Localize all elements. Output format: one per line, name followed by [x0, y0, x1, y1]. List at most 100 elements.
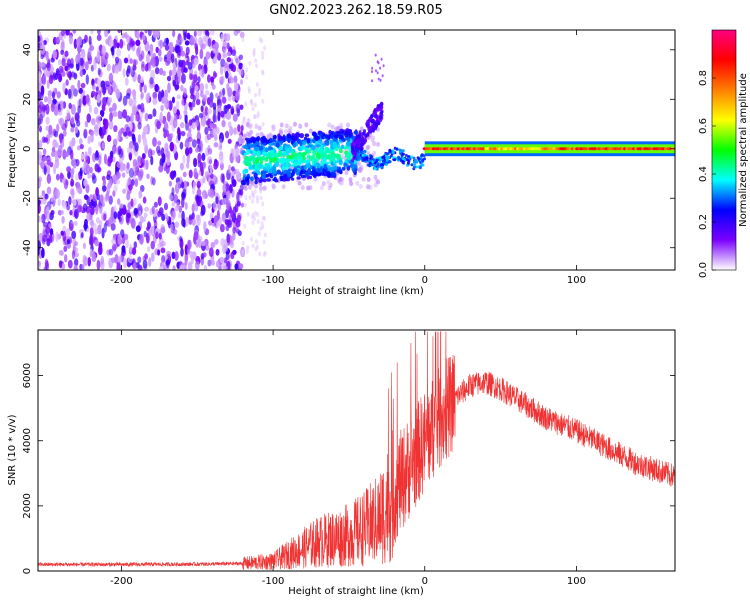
spectrogram-cell — [188, 169, 193, 179]
spectrogram-cell — [101, 103, 106, 112]
spectrogram-cell — [251, 220, 255, 226]
spectrogram-cell — [373, 167, 377, 171]
spectrogram-cell — [75, 54, 80, 65]
spectrogram-cell — [48, 223, 53, 229]
spectrogram-cell — [412, 165, 416, 169]
spectrogram-cell — [112, 174, 118, 181]
spectrogram-cell — [82, 203, 88, 212]
spectrogram-cell — [185, 121, 190, 131]
spectrogram-cell — [42, 156, 48, 162]
spectrogram-cell — [237, 230, 242, 237]
spectrogram-cell — [108, 216, 113, 224]
spectrogram-cell — [164, 96, 168, 104]
spectrogram-cell — [74, 211, 78, 218]
spectrogram-cell — [259, 159, 264, 165]
spectrogram-cell — [54, 150, 58, 159]
spectrogram-cell — [79, 69, 84, 77]
spectrogram-cell — [176, 181, 181, 191]
spectrogram-cell — [226, 190, 231, 200]
spectrogram-cell — [201, 152, 206, 162]
spectrogram-cell — [356, 151, 360, 155]
spectrogram-cell — [241, 120, 245, 126]
spectrogram-cell — [381, 74, 384, 78]
spectrogram-cell — [50, 102, 55, 113]
spectrogram-cell — [306, 137, 311, 144]
spectrogram-cell — [38, 178, 41, 189]
spectrogram-cell — [137, 155, 142, 164]
spectrogram-cell — [103, 213, 107, 221]
spectrogram-cell — [74, 258, 79, 267]
spectrogram-cell — [352, 141, 356, 146]
spectrogram-cell — [181, 191, 186, 199]
spectrogram-cell — [99, 204, 103, 214]
colorbar-ticks: 0.0 0.2 0.4 0.6 0.8 — [698, 70, 716, 278]
spectrogram-cell — [54, 87, 58, 95]
spectrogram-cell — [172, 210, 176, 219]
spectrogram-cell — [258, 163, 263, 169]
spectrogram-cell — [280, 175, 284, 181]
spectrogram-cell — [70, 127, 75, 133]
spectrogram-cell — [359, 150, 363, 154]
spectrogram-cell — [197, 152, 202, 164]
spectrogram-cell — [114, 65, 119, 74]
spectrogram-cell — [349, 181, 354, 187]
spectrogram-cell — [95, 187, 99, 197]
spectrogram-cell — [170, 223, 174, 232]
spectrogram-cell — [58, 59, 62, 66]
spectrogram-cell — [349, 129, 353, 133]
spectrogram-cell — [243, 223, 247, 229]
spectrogram-cell — [287, 170, 291, 175]
spectrogram-cell — [312, 132, 317, 136]
spectrogram-cell — [213, 142, 219, 148]
spectrogram-cell — [108, 195, 113, 205]
spectrogram-cell — [47, 95, 52, 105]
spectrogram-cell — [159, 266, 164, 270]
spectrogram-cell — [188, 101, 193, 108]
spectrogram-cell — [42, 148, 47, 156]
spectrogram-cell — [371, 70, 373, 74]
spectrogram-cell — [240, 202, 245, 208]
spectrogram-cell — [281, 157, 286, 164]
spectrogram-cell — [242, 133, 247, 139]
spectrogram-cell — [219, 224, 225, 233]
spectrogram-cell — [284, 123, 289, 129]
spectrogram-cell — [241, 240, 245, 246]
spectrogram-cell — [198, 238, 202, 249]
spectrogram-cell — [40, 85, 45, 96]
spectrogram-cell — [121, 172, 126, 178]
spectrogram-cell — [144, 30, 148, 34]
spectrogram-cell — [65, 228, 70, 238]
y-tick-label: -20 — [22, 190, 33, 206]
spectrogram-cell — [74, 220, 78, 226]
spectrogram-cell — [74, 126, 78, 134]
spectrogram-cell — [372, 158, 376, 162]
spectrogram-cell — [253, 102, 257, 108]
spectrogram-cell — [235, 30, 241, 34]
spectrogram-cell — [79, 144, 84, 150]
spectrogram-cell — [78, 87, 83, 94]
spectrogram-cell — [144, 206, 150, 212]
spectrogram-cell — [380, 165, 384, 169]
spectrogram-cell — [131, 149, 135, 155]
spectrogram-cell — [339, 180, 344, 186]
spectrogram-cell — [242, 116, 246, 122]
spectrogram-cell — [180, 50, 186, 57]
spectrogram-cell — [183, 87, 187, 98]
spectrogram-cell — [317, 163, 321, 169]
spectrogram-cell — [239, 104, 244, 110]
spectrogram-cell — [62, 225, 67, 233]
spectrogram-cell — [375, 158, 379, 162]
spectrogram-cell — [144, 63, 149, 72]
spectrogram-cell — [120, 163, 125, 169]
spectrogram-cell — [155, 231, 159, 240]
spectrogram-cell — [117, 256, 122, 264]
y-tick-label: 0 — [22, 568, 33, 574]
spectrogram-cell — [91, 90, 96, 97]
spectrogram-cell — [116, 48, 122, 57]
spectrogram-cell — [117, 110, 121, 120]
spectrogram-cell — [268, 142, 274, 146]
spectrogram-cell — [188, 214, 193, 221]
spectrogram-cell — [330, 124, 335, 130]
spectrogram-cell — [180, 131, 186, 137]
colorbar-label: Normalized spectral amplitude — [738, 73, 749, 227]
